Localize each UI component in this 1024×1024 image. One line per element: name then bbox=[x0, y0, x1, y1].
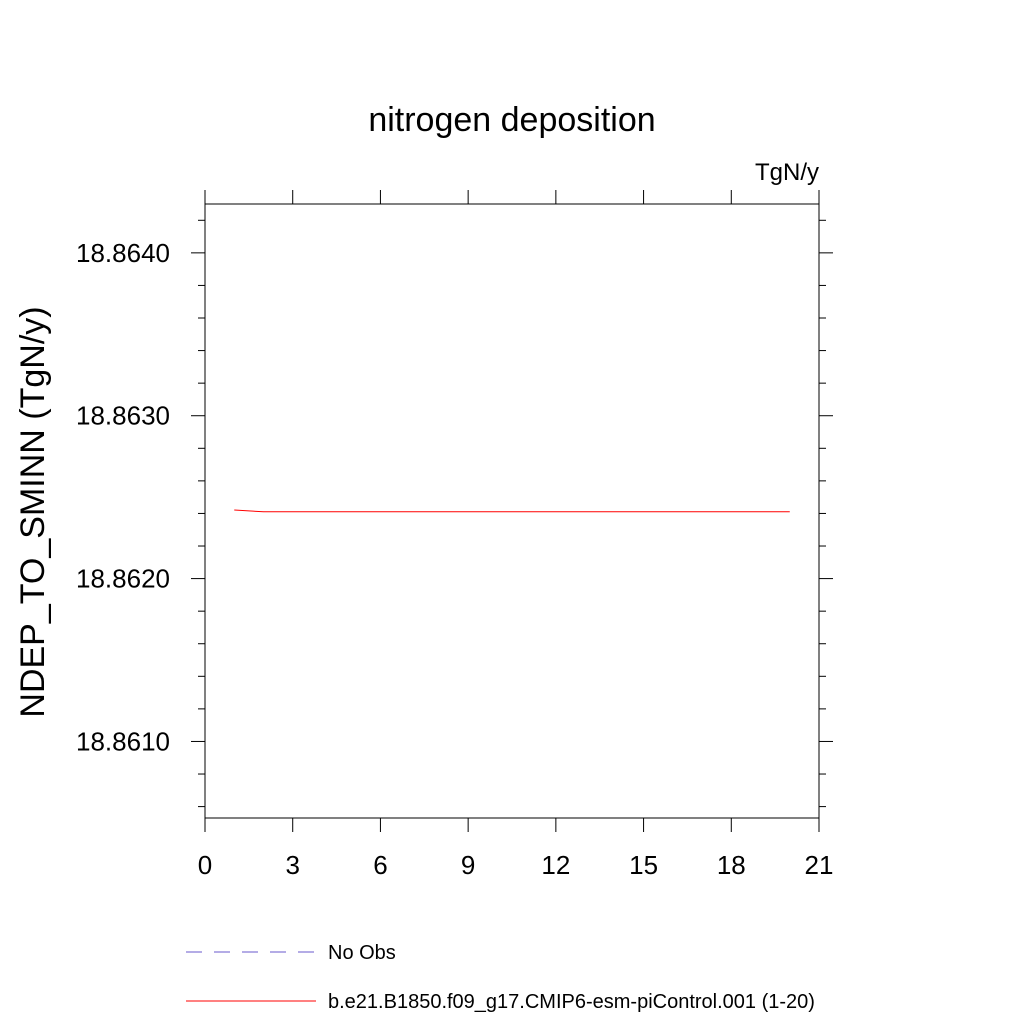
x-axis-ticks: 0 3 6 9 12 15 18 21 bbox=[198, 190, 834, 880]
y-tick-label: 18.8630 bbox=[76, 401, 170, 431]
y-tick-label: 18.8610 bbox=[76, 726, 170, 756]
x-tick-label: 15 bbox=[629, 850, 658, 880]
units-label: TgN/y bbox=[755, 159, 819, 186]
x-tick-label: 3 bbox=[285, 850, 299, 880]
plot-frame bbox=[204, 203, 820, 819]
x-tick-label: 18 bbox=[717, 850, 746, 880]
x-tick-label: 0 bbox=[198, 850, 212, 880]
y-axis-ticks: 18.8610 18.8620 18.8630 18.8640 bbox=[76, 219, 833, 808]
series-layer bbox=[234, 509, 790, 513]
series-line-0 bbox=[234, 509, 790, 513]
chart-title: nitrogen deposition bbox=[368, 101, 655, 139]
y-tick-label: 18.8620 bbox=[76, 564, 170, 594]
x-tick-label: 6 bbox=[373, 850, 387, 880]
y-axis-label: NDEP_TO_SMINN (TgN/y) bbox=[14, 306, 52, 717]
x-tick-label: 9 bbox=[461, 850, 475, 880]
y-tick-label: 18.8640 bbox=[76, 238, 170, 268]
legend-label-model: b.e21.B1850.f09_g17.CMIP6-esm-piControl.… bbox=[328, 991, 815, 1013]
x-tick-label: 21 bbox=[805, 850, 834, 880]
legend-label-no-obs: No Obs bbox=[328, 942, 396, 964]
x-tick-label: 12 bbox=[541, 850, 570, 880]
legend: No Obs b.e21.B1850.f09_g17.CMIP6-esm-piC… bbox=[186, 942, 815, 1013]
